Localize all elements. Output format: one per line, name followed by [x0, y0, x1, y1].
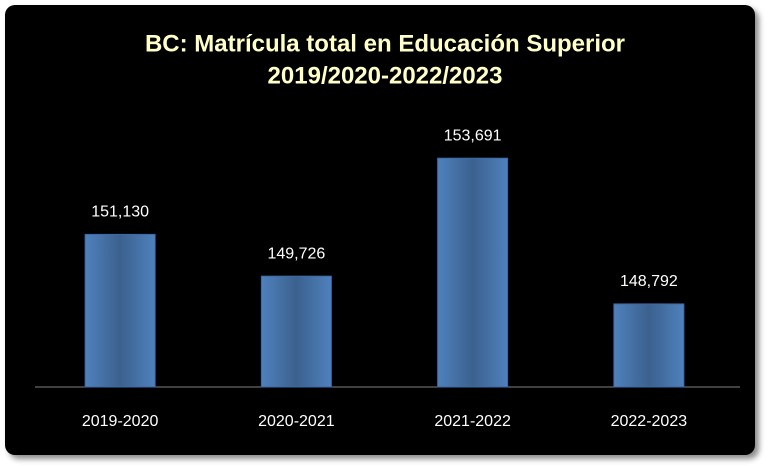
value-label: 153,691 [444, 127, 502, 144]
x-tick-label: 2020-2021 [258, 413, 335, 430]
bar [84, 233, 156, 388]
value-label: 151,130 [91, 204, 149, 221]
bar [613, 303, 685, 388]
x-tick-label: 2022-2023 [611, 413, 688, 430]
chart-background [5, 5, 755, 455]
bar [437, 157, 509, 388]
chart-title: BC: Matrícula total en Educación Superio… [145, 30, 625, 57]
chart-title: 2019/2020-2022/2023 [268, 62, 503, 89]
x-tick-label: 2019-2020 [82, 413, 159, 430]
x-tick-label: 2021-2022 [434, 413, 511, 430]
bar [260, 275, 332, 388]
value-label: 148,792 [620, 273, 678, 290]
value-label: 149,726 [267, 245, 325, 262]
